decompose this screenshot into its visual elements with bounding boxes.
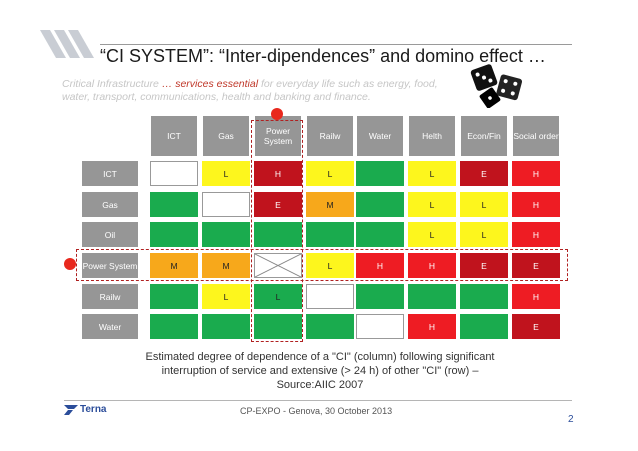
matrix-cell: E	[512, 253, 560, 278]
matrix-cell: H	[512, 161, 560, 186]
matrix-cell: L	[408, 192, 456, 217]
caption-line-3: Source:AIIC 2007	[276, 379, 364, 391]
cross-icon	[255, 254, 301, 277]
matrix-cell: M	[306, 192, 354, 217]
row-header: Water	[82, 314, 138, 339]
matrix-cell	[202, 222, 250, 247]
caption-line-1: Estimated degree of dependence of a "CI"…	[145, 351, 495, 363]
matrix-cell	[150, 161, 198, 186]
matrix-cell	[150, 314, 198, 339]
matrix-cell	[356, 284, 404, 309]
matrix-cell: E	[512, 314, 560, 339]
matrix-cell	[254, 314, 302, 339]
matrix-cell: E	[460, 161, 508, 186]
page-number: 2	[568, 414, 574, 425]
decorative-stripes-icon	[40, 30, 94, 58]
title-rule	[100, 44, 572, 45]
matrix-cell: H	[512, 222, 560, 247]
matrix-cell: M	[202, 253, 250, 278]
caption-line-2: interruption of service and extensive (>…	[161, 365, 479, 377]
matrix-cell: L	[408, 161, 456, 186]
matrix-cell	[306, 314, 354, 339]
column-header: Railw	[307, 116, 353, 156]
matrix-cell	[150, 284, 198, 309]
matrix-cell: L	[202, 284, 250, 309]
matrix-caption: Estimated degree of dependence of a "CI"…	[100, 350, 540, 392]
subtitle-highlight: … services essential	[161, 78, 259, 90]
matrix-cell: L	[460, 192, 508, 217]
slide-subtitle: Critical Infrastructure … services essen…	[62, 78, 462, 104]
matrix-cell	[254, 222, 302, 247]
matrix-cell: L	[306, 253, 354, 278]
column-header: ICT	[151, 116, 197, 156]
subtitle-part1: Critical Infrastructure	[62, 78, 162, 90]
matrix-cell: E	[254, 192, 302, 217]
column-marker-dot	[271, 108, 283, 120]
matrix-cell: H	[408, 314, 456, 339]
matrix-cell: M	[150, 253, 198, 278]
column-header: Econ/Fin	[461, 116, 507, 156]
row-header: Power System	[82, 253, 138, 278]
matrix-cell: L	[408, 222, 456, 247]
matrix-cell	[356, 161, 404, 186]
power-system-column-highlight	[251, 120, 303, 342]
slide-title: “CI SYSTEM”: “Inter-dipendences” and dom…	[100, 46, 546, 66]
matrix-cell	[460, 314, 508, 339]
column-header: Water	[357, 116, 403, 156]
logo-text: Terna	[80, 404, 107, 415]
matrix-cell	[150, 192, 198, 217]
row-header: Gas	[82, 192, 138, 217]
column-header: Social order	[513, 116, 559, 156]
matrix-cell: L	[202, 161, 250, 186]
column-header: Power System	[255, 116, 301, 156]
footer-text: CP-EXPO - Genova, 30 October 2013	[240, 406, 393, 416]
matrix-cell: E	[460, 253, 508, 278]
row-header: Oil	[82, 222, 138, 247]
matrix-cell	[356, 222, 404, 247]
matrix-cell	[306, 284, 354, 309]
matrix-cell: H	[356, 253, 404, 278]
matrix-cell	[150, 222, 198, 247]
subtitle-part2: for everyday life such as energy, food, …	[62, 78, 438, 103]
matrix-cell	[306, 222, 354, 247]
footer-rule	[64, 400, 572, 401]
matrix-cell	[254, 253, 302, 278]
matrix-cell: L	[460, 222, 508, 247]
row-marker-dot	[64, 258, 76, 270]
matrix-cell	[460, 284, 508, 309]
matrix-cell: H	[512, 284, 560, 309]
matrix-cell: L	[306, 161, 354, 186]
matrix-cell	[202, 192, 250, 217]
column-header: Gas	[203, 116, 249, 156]
row-header: ICT	[82, 161, 138, 186]
matrix-cell: H	[512, 192, 560, 217]
power-system-row-highlight	[76, 249, 568, 281]
terna-logo: Terna	[64, 404, 107, 415]
dice-icon	[470, 64, 523, 108]
terna-logo-icon	[64, 404, 78, 415]
matrix-cell: H	[254, 161, 302, 186]
matrix-cell	[202, 314, 250, 339]
matrix-cell	[356, 192, 404, 217]
matrix-cell	[356, 314, 404, 339]
matrix-cell	[408, 284, 456, 309]
matrix-cell: H	[408, 253, 456, 278]
matrix-cell: L	[254, 284, 302, 309]
row-header: Railw	[82, 284, 138, 309]
column-header: Helth	[409, 116, 455, 156]
